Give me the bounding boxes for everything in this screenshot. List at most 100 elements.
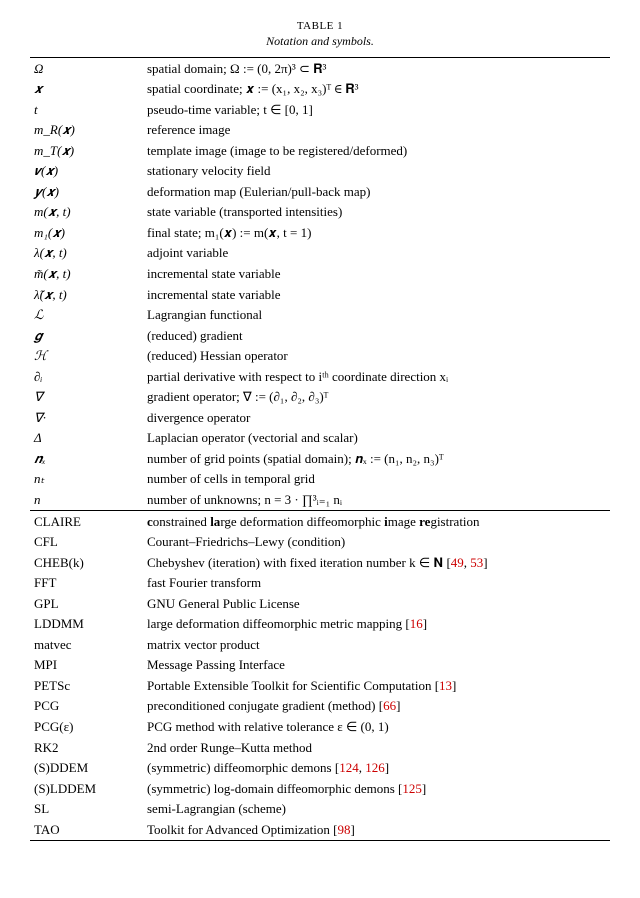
symbol-cell: ℋ (30, 346, 143, 367)
table-label: TABLE 1 (30, 20, 610, 32)
symbol-cell: ∇ (30, 387, 143, 408)
table-row: CFLCourant–Friedrichs–Lewy (condition) (30, 532, 610, 553)
table-row: λ̃(𝒙, t)incremental state variable (30, 284, 610, 305)
table-row: m̃(𝒙, t)incremental state variable (30, 263, 610, 284)
description-cell: spatial domain; Ω := (0, 2π)³ ⊂ 𝐑³ (143, 58, 610, 79)
description-cell: Toolkit for Advanced Optimization [98] (143, 819, 610, 840)
symbol-cell: m(𝒙, t) (30, 202, 143, 223)
description-cell: constrained large deformation diffeomorp… (143, 511, 610, 532)
description-cell: (symmetric) log-domain diffeomorphic dem… (143, 778, 610, 799)
description-cell: final state; m₁(𝒙) := m(𝒙, t = 1) (143, 222, 610, 243)
description-cell: gradient operator; ∇ := (∂₁, ∂₂, ∂₃)ᵀ (143, 387, 610, 408)
table-row: 𝒚(𝒙)deformation map (Eulerian/pull-back … (30, 181, 610, 202)
table-row: CLAIREconstrained large deformation diff… (30, 511, 610, 532)
description-cell: incremental state variable (143, 284, 610, 305)
description-cell: template image (image to be registered/d… (143, 140, 610, 161)
acronym-cell: matvec (30, 634, 143, 655)
symbol-cell: n (30, 489, 143, 510)
description-cell: Lagrangian functional (143, 305, 610, 326)
table-row: LDDMMlarge deformation diffeomorphic met… (30, 614, 610, 635)
table-row: TAOToolkit for Advanced Optimization [98… (30, 819, 610, 840)
description-cell: GNU General Public License (143, 593, 610, 614)
table-row: Ωspatial domain; Ω := (0, 2π)³ ⊂ 𝐑³ (30, 58, 610, 79)
table-row: ∇·divergence operator (30, 407, 610, 428)
table-caption: Notation and symbols. (30, 34, 610, 49)
table-row: CHEB(k)Chebyshev (iteration) with fixed … (30, 552, 610, 573)
description-cell: 2nd order Runge–Kutta method (143, 737, 610, 758)
acronym-cell: PCG(ε) (30, 717, 143, 738)
description-cell: PCG method with relative tolerance ε ∈ (… (143, 717, 610, 738)
table-row: 𝒈(reduced) gradient (30, 325, 610, 346)
description-cell: (reduced) gradient (143, 325, 610, 346)
table-row: ℒLagrangian functional (30, 305, 610, 326)
description-cell: (symmetric) diffeomorphic demons [124, 1… (143, 758, 610, 779)
acronym-cell: CFL (30, 532, 143, 553)
acronym-cell: PETSc (30, 675, 143, 696)
table-row: PCG(ε)PCG method with relative tolerance… (30, 717, 610, 738)
description-cell: (reduced) Hessian operator (143, 346, 610, 367)
description-cell: spatial coordinate; 𝒙 := (x₁, x₂, x₃)ᵀ ∈… (143, 79, 610, 100)
table-row: 𝒗(𝒙)stationary velocity field (30, 161, 610, 182)
acronym-cell: CLAIRE (30, 511, 143, 532)
description-cell: divergence operator (143, 407, 610, 428)
description-cell: Chebyshev (iteration) with fixed iterati… (143, 552, 610, 573)
table-row: nₜnumber of cells in temporal grid (30, 469, 610, 490)
description-cell: pseudo-time variable; t ∈ [0, 1] (143, 99, 610, 120)
notation-table: Ωspatial domain; Ω := (0, 2π)³ ⊂ 𝐑³𝒙spat… (30, 57, 610, 841)
table-row: PCGpreconditioned conjugate gradient (me… (30, 696, 610, 717)
symbol-cell: 𝒗(𝒙) (30, 161, 143, 182)
acronym-cell: TAO (30, 819, 143, 840)
table-row: ℋ(reduced) Hessian operator (30, 346, 610, 367)
table-row: m_T(𝒙)template image (image to be regist… (30, 140, 610, 161)
table-row: ∇gradient operator; ∇ := (∂₁, ∂₂, ∂₃)ᵀ (30, 387, 610, 408)
description-cell: Message Passing Interface (143, 655, 610, 676)
symbol-cell: m̃(𝒙, t) (30, 263, 143, 284)
table-row: SLsemi-Lagrangian (scheme) (30, 799, 610, 820)
symbol-cell: 𝒈 (30, 325, 143, 346)
description-cell: stationary velocity field (143, 161, 610, 182)
table-row: nnumber of unknowns; n = 3 · ∏³ᵢ₌₁ nᵢ (30, 489, 610, 510)
acronym-cell: MPI (30, 655, 143, 676)
symbol-cell: ∇· (30, 407, 143, 428)
table-row: matvecmatrix vector product (30, 634, 610, 655)
table-row: PETScPortable Extensible Toolkit for Sci… (30, 675, 610, 696)
table-row: λ(𝒙, t)adjoint variable (30, 243, 610, 264)
table-row: (S)DDEM(symmetric) diffeomorphic demons … (30, 758, 610, 779)
symbol-cell: m_R(𝒙) (30, 120, 143, 141)
description-cell: deformation map (Eulerian/pull-back map) (143, 181, 610, 202)
description-cell: matrix vector product (143, 634, 610, 655)
acronym-cell: GPL (30, 593, 143, 614)
symbol-cell: ∂ᵢ (30, 366, 143, 387)
table-row: ΔLaplacian operator (vectorial and scala… (30, 428, 610, 449)
table-row: GPLGNU General Public License (30, 593, 610, 614)
symbol-cell: 𝒚(𝒙) (30, 181, 143, 202)
description-cell: large deformation diffeomorphic metric m… (143, 614, 610, 635)
symbol-cell: Ω (30, 58, 143, 79)
description-cell: number of unknowns; n = 3 · ∏³ᵢ₌₁ nᵢ (143, 489, 610, 510)
acronym-cell: PCG (30, 696, 143, 717)
table-row: RK22nd order Runge–Kutta method (30, 737, 610, 758)
acronym-cell: SL (30, 799, 143, 820)
symbol-cell: m_T(𝒙) (30, 140, 143, 161)
symbol-cell: t (30, 99, 143, 120)
description-cell: partial derivative with respect to iᵗʰ c… (143, 366, 610, 387)
description-cell: adjoint variable (143, 243, 610, 264)
table-row: tpseudo-time variable; t ∈ [0, 1] (30, 99, 610, 120)
description-cell: incremental state variable (143, 263, 610, 284)
table-row: 𝒏ₓnumber of grid points (spatial domain)… (30, 448, 610, 469)
acronym-cell: FFT (30, 573, 143, 594)
table-row: 𝒙spatial coordinate; 𝒙 := (x₁, x₂, x₃)ᵀ … (30, 79, 610, 100)
acronym-cell: LDDMM (30, 614, 143, 635)
symbol-cell: Δ (30, 428, 143, 449)
acronym-cell: (S)LDDEM (30, 778, 143, 799)
table-row: MPIMessage Passing Interface (30, 655, 610, 676)
description-cell: reference image (143, 120, 610, 141)
table-row: FFTfast Fourier transform (30, 573, 610, 594)
symbol-cell: 𝒙 (30, 79, 143, 100)
description-cell: semi-Lagrangian (scheme) (143, 799, 610, 820)
symbol-cell: m₁(𝒙) (30, 222, 143, 243)
description-cell: number of grid points (spatial domain); … (143, 448, 610, 469)
symbol-cell: ℒ (30, 305, 143, 326)
table-row: ∂ᵢpartial derivative with respect to iᵗʰ… (30, 366, 610, 387)
description-cell: state variable (transported intensities) (143, 202, 610, 223)
